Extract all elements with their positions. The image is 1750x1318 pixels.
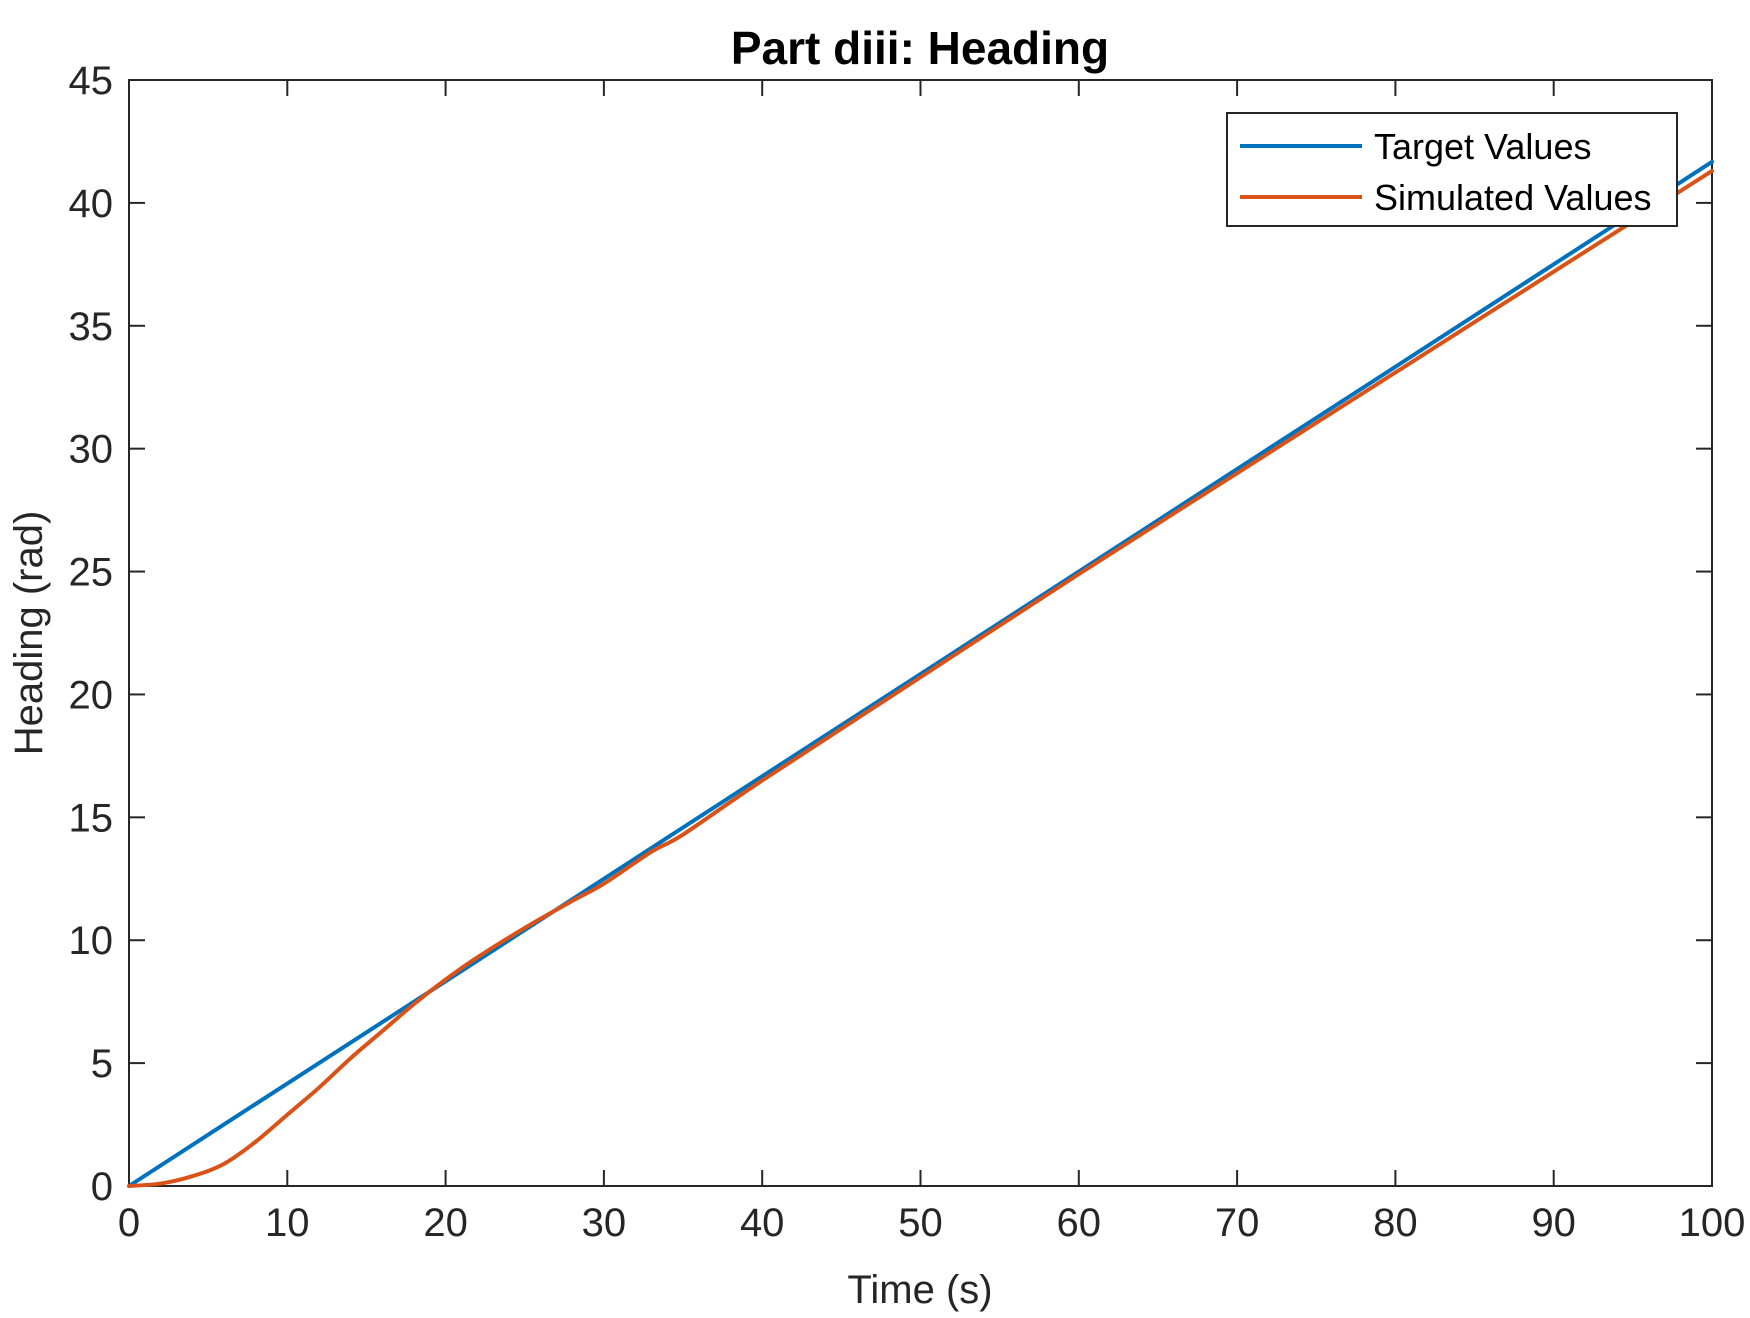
series-line-1 xyxy=(127,168,1714,1188)
y-tick-label: 10 xyxy=(69,919,114,963)
x-tick-label: 70 xyxy=(1215,1201,1260,1245)
x-tick-label: 80 xyxy=(1373,1201,1418,1245)
y-tick-label: 30 xyxy=(69,428,114,472)
legend: Target Values Simulated Values xyxy=(1226,112,1678,227)
x-tick-label: 60 xyxy=(1057,1201,1102,1245)
series-line-0 xyxy=(127,159,1714,1188)
legend-label: Target Values xyxy=(1374,126,1591,167)
y-tick-label: 20 xyxy=(69,673,114,717)
x-tick-label: 0 xyxy=(118,1201,140,1245)
x-tick-label: 30 xyxy=(582,1201,627,1245)
x-tick-label: 90 xyxy=(1531,1201,1576,1245)
x-axis-label: Time (s) xyxy=(847,1268,992,1312)
x-tick-label: 20 xyxy=(423,1201,468,1245)
y-axis-label: Heading (rad) xyxy=(7,511,51,756)
x-tick-label: 50 xyxy=(898,1201,943,1245)
y-tick-label: 5 xyxy=(91,1042,113,1086)
y-tick-label: 45 xyxy=(69,59,114,103)
x-tick-label: 40 xyxy=(740,1201,785,1245)
y-tick-label: 40 xyxy=(69,182,114,226)
x-tick-label: 100 xyxy=(1679,1201,1746,1245)
y-tick-label: 35 xyxy=(69,305,114,349)
y-tick-label: 0 xyxy=(91,1165,113,1209)
plot-area xyxy=(128,79,1713,1187)
legend-box xyxy=(1226,112,1678,227)
x-tick-label: 10 xyxy=(265,1201,310,1245)
legend-label: Simulated Values xyxy=(1374,177,1652,218)
chart-title: Part diii: Heading xyxy=(731,22,1109,74)
y-tick-label: 15 xyxy=(69,796,114,840)
y-tick-label: 25 xyxy=(69,551,114,595)
